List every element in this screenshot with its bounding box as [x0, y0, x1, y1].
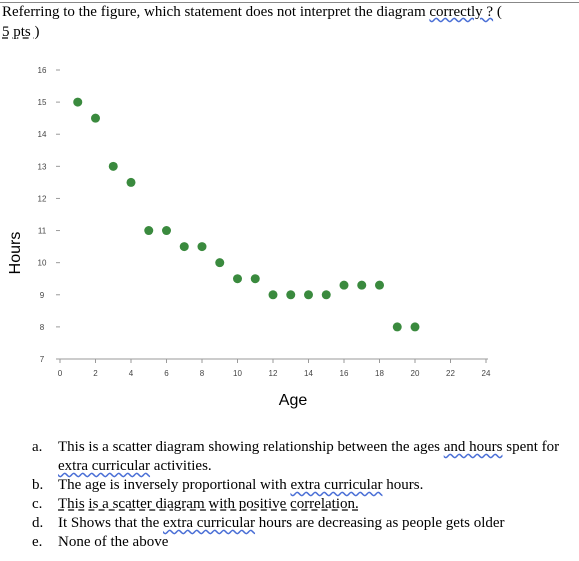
question-points: 5 pts ) [2, 24, 40, 40]
option-text-part: hours. [382, 477, 424, 493]
option-text: The age is inversely proportional with e… [58, 476, 577, 495]
answer-option: d. It Shows that the extra curricular hou… [32, 514, 577, 533]
question-prefix: Referring to the figure, which statement… [2, 4, 430, 20]
question-correctly: correctly ? [429, 4, 494, 20]
data-point [268, 290, 278, 300]
option-text: It Shows that the extra curricular hours… [58, 514, 577, 533]
x-tick-label: 8 [200, 369, 205, 378]
y-tick-label: 16 [38, 66, 47, 75]
answer-option: c. This is a scatter diagram with positiv… [32, 495, 577, 514]
data-point [321, 290, 331, 300]
option-text-part: None of the above [58, 534, 169, 550]
x-tick-label: 14 [304, 369, 313, 378]
option-text-part: This is a scatter diagram showing relati… [58, 439, 444, 455]
data-point [197, 242, 207, 252]
y-tick-label: 9 [40, 291, 45, 300]
y-tick-label: 12 [38, 194, 47, 203]
data-point [126, 177, 136, 187]
option-text: This is a scatter diagram showing relati… [58, 438, 577, 476]
x-tick-label: 12 [269, 369, 278, 378]
option-text-part: extra curricular [163, 515, 256, 531]
y-tick-label: 15 [38, 98, 47, 107]
x-tick-label: 20 [411, 369, 420, 378]
option-letter: e. [32, 534, 43, 550]
x-tick-label: 10 [233, 369, 242, 378]
option-text-part: It Shows that the [58, 515, 163, 531]
data-point [73, 97, 83, 107]
data-point [162, 226, 171, 236]
option-text-part: extra curricular [58, 458, 151, 474]
x-tick-label: 24 [482, 369, 491, 378]
data-point [233, 274, 242, 284]
answer-options: a. This is a scatter diagram showing rela… [32, 438, 577, 552]
data-point [108, 161, 118, 171]
x-tick-label: 0 [58, 369, 63, 378]
option-letter: d. [32, 515, 44, 531]
x-tick-label: 4 [129, 369, 134, 378]
data-point [286, 290, 296, 300]
data-point [144, 226, 154, 236]
data-point [375, 280, 384, 290]
option-text-part: and hours [443, 439, 503, 455]
option-letter: c. [32, 496, 43, 512]
option-text: This is a scatter diagram with positive … [58, 495, 577, 514]
option-text-part: extra curricular [290, 477, 383, 493]
x-tick-label: 2 [93, 369, 98, 378]
data-point [215, 258, 225, 268]
data-point [339, 280, 349, 290]
x-axis-label: Age [279, 392, 308, 409]
option-text-part: activities. [150, 458, 212, 474]
x-tick-label: 16 [340, 369, 349, 378]
x-tick-label: 6 [164, 369, 169, 378]
y-tick-label: 10 [38, 259, 47, 268]
y-tick-label: 7 [40, 355, 45, 364]
answer-option: b. The age is inversely proportional with… [32, 476, 577, 495]
data-points [73, 97, 420, 332]
data-point [304, 290, 313, 300]
y-tick-label: 11 [38, 227, 47, 236]
y-tick-label: 14 [38, 130, 47, 139]
option-text-part: hours are decreasing as people gets olde… [255, 515, 505, 531]
option-text-part: The age is inversely proportional with [58, 477, 291, 493]
x-tick-label: 18 [375, 369, 384, 378]
data-point [392, 322, 402, 332]
option-letter: a. [32, 439, 43, 455]
x-axis: 0 2 4 6 8 10 12 14 16 18 20 22 24 [58, 358, 491, 378]
answer-option: a. This is a scatter diagram showing rela… [32, 438, 577, 476]
y-axis: 7 8 9 10 11 12 13 14 15 16 [38, 66, 60, 364]
data-point [91, 113, 100, 123]
answer-option: e. None of the above [32, 533, 577, 552]
option-text-part: spent for [502, 439, 560, 455]
question-paren: ( [493, 4, 502, 20]
y-axis-label: Hours [7, 232, 24, 275]
data-point [410, 322, 420, 332]
option-text-part: This is a scatter diagram with positive … [58, 496, 359, 512]
data-point [179, 242, 189, 252]
option-text: None of the above [58, 533, 577, 552]
y-tick-label: 13 [38, 162, 47, 171]
data-point [357, 280, 367, 290]
data-point [250, 274, 260, 284]
option-letter: b. [32, 477, 44, 493]
y-tick-label: 8 [40, 323, 45, 332]
top-border [0, 2, 579, 3]
question-text: Referring to the figure, which statement… [2, 2, 577, 42]
x-tick-label: 22 [446, 369, 455, 378]
